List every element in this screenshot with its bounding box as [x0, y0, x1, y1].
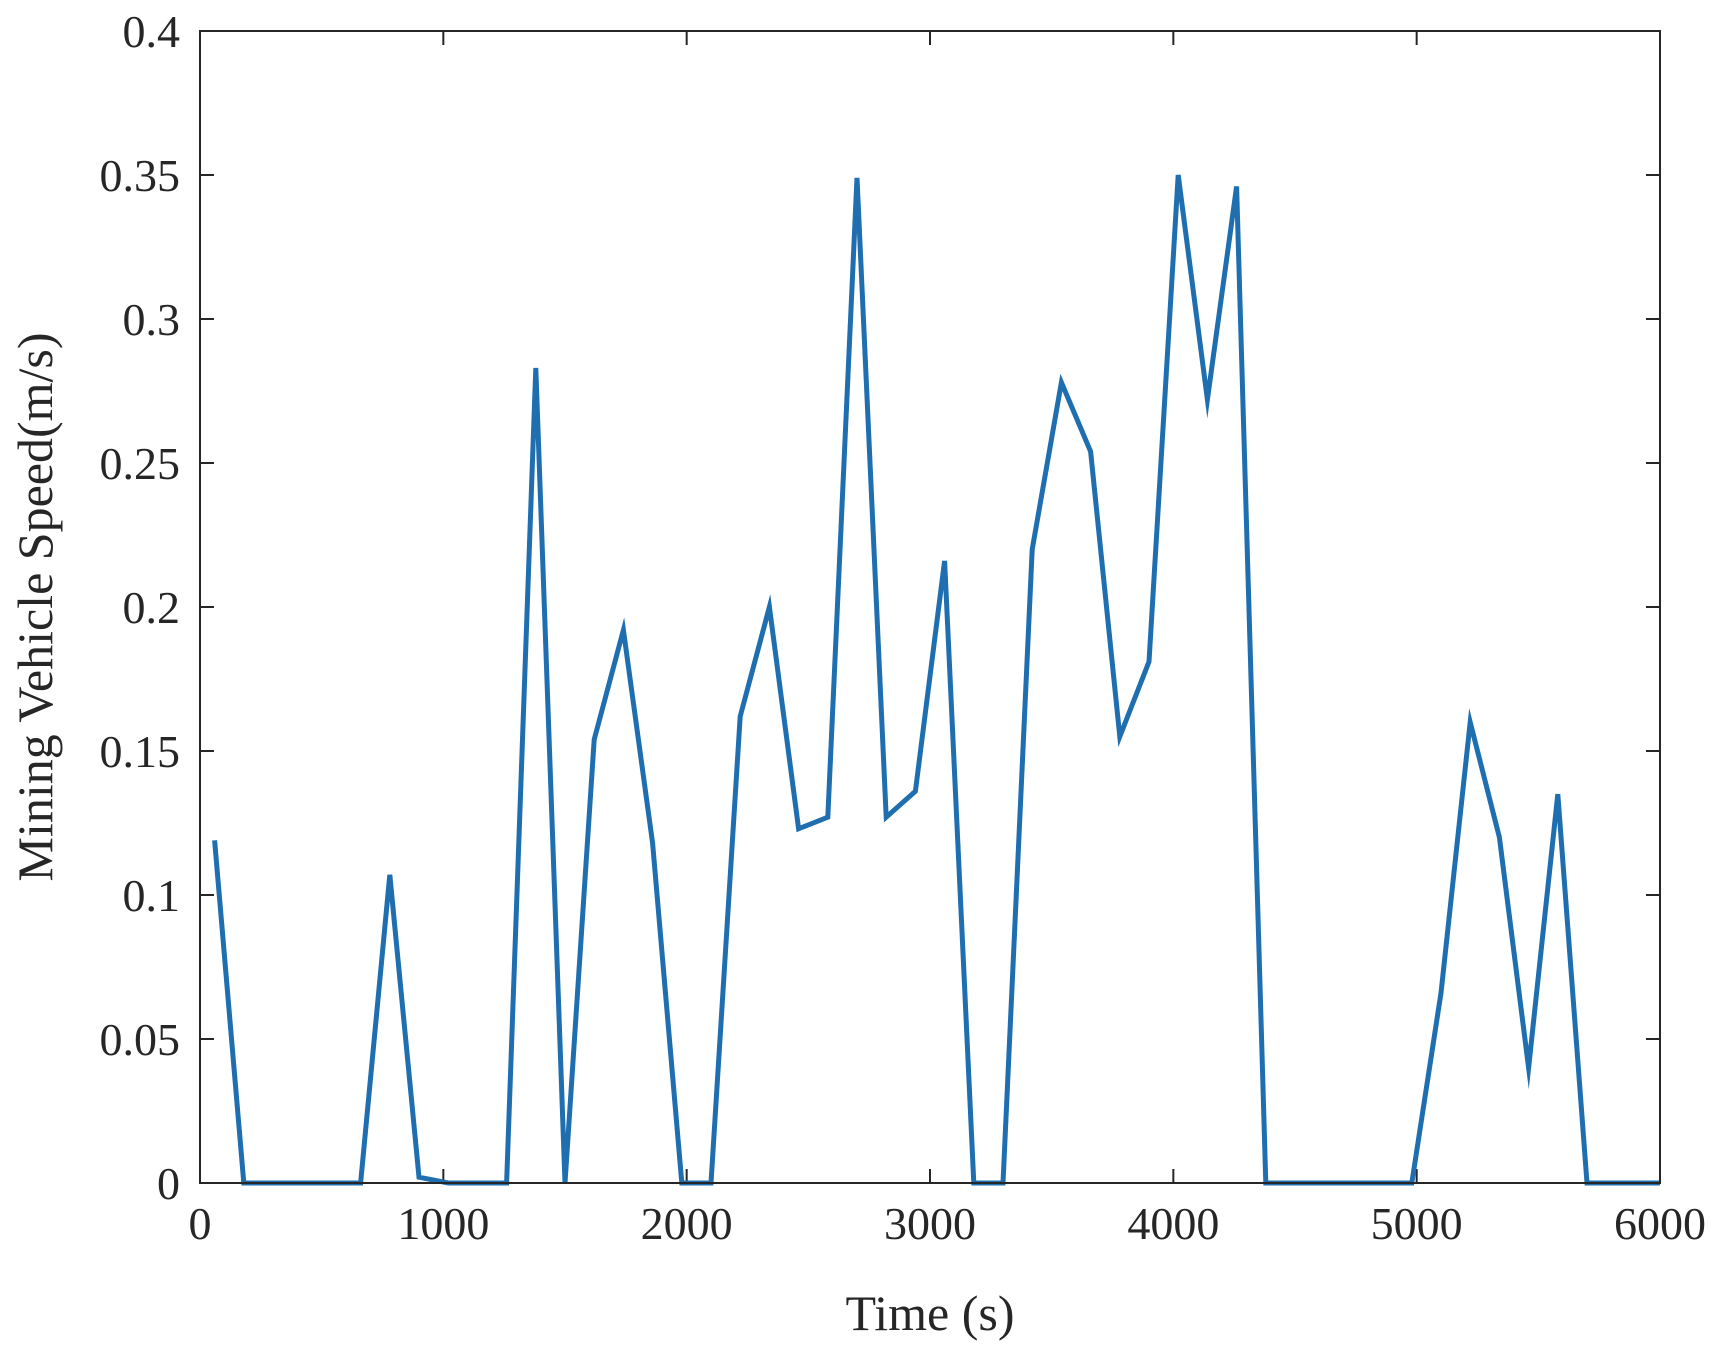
data-point [652, 843, 653, 844]
y-tick-label: 0.3 [123, 294, 181, 345]
data-point [1207, 399, 1208, 400]
x-tick-label: 3000 [884, 1198, 976, 1249]
data-point [1032, 549, 1033, 550]
x-tick-label: 6000 [1614, 1198, 1706, 1249]
data-point [827, 817, 828, 818]
data-point [1119, 736, 1120, 737]
data-point [944, 560, 945, 561]
data-point [1441, 992, 1442, 993]
data-point [1557, 794, 1558, 795]
y-axis-title: Mining Vehicle Speed(m/s) [7, 333, 63, 882]
y-tick-label: 0.35 [100, 150, 181, 201]
data-point [1528, 1067, 1529, 1068]
data-point [1470, 722, 1471, 723]
y-tick-label: 0.1 [123, 870, 181, 921]
x-axis-title: Time (s) [845, 1285, 1014, 1341]
data-point [769, 607, 770, 608]
x-tick-label: 1000 [397, 1198, 489, 1249]
x-tick-label: 2000 [641, 1198, 733, 1249]
x-axis-ticks: 0 1000 2000 3000 4000 5000 6000 [189, 31, 1706, 1249]
data-point [214, 840, 215, 841]
data-point [1149, 661, 1150, 662]
data-point [1061, 382, 1062, 383]
plot-frame [199, 30, 1661, 1184]
data-point [798, 828, 799, 829]
y-tick-label: 0.25 [100, 438, 181, 489]
data-point [857, 177, 858, 178]
data-point [915, 791, 916, 792]
y-tick-label: 0 [157, 1158, 180, 1209]
x-tick-label: 5000 [1371, 1198, 1463, 1249]
y-tick-label: 0.15 [100, 726, 181, 777]
data-point [419, 1177, 420, 1178]
data-point [1499, 837, 1500, 838]
data-point [535, 367, 536, 368]
y-tick-label: 0.2 [123, 582, 181, 633]
data-point [594, 739, 595, 740]
x-tick-label: 0 [189, 1198, 212, 1249]
data-point [886, 817, 887, 818]
data-point [623, 630, 624, 631]
y-tick-label: 0.4 [123, 6, 181, 57]
y-axis-ticks: 0 0.05 0.1 0.15 0.2 0.25 0.3 0.35 0.4 [100, 6, 1660, 1209]
data-point [1236, 186, 1237, 187]
data-point [1090, 451, 1091, 452]
data-point [1178, 175, 1179, 176]
x-tick-label: 4000 [1127, 1198, 1219, 1249]
data-point [740, 716, 741, 717]
data-point [389, 874, 390, 875]
y-tick-label: 0.05 [100, 1014, 181, 1065]
